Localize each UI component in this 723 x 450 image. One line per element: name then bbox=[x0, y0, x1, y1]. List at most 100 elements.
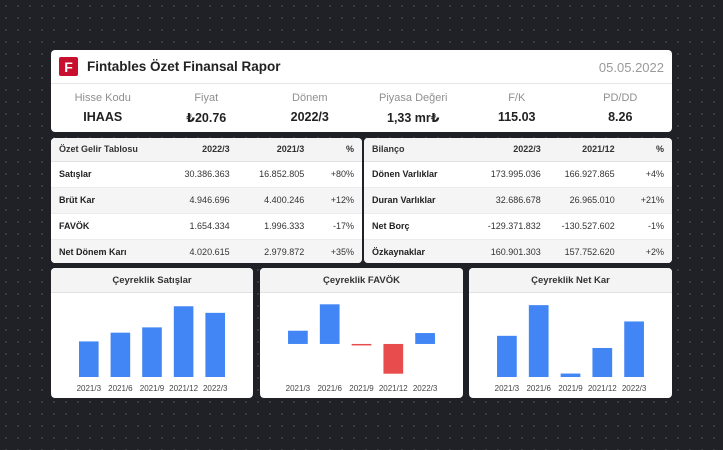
row-value-current: 32.686.678 bbox=[474, 187, 549, 214]
chart-bar bbox=[624, 321, 644, 377]
column-header: Özet Gelir Tablosu bbox=[51, 138, 163, 162]
row-change-percent: -1% bbox=[622, 213, 672, 240]
table-row: Duran Varlıklar 32.686.678 26.965.010 +2… bbox=[364, 187, 672, 214]
row-value-previous: 16.852.805 bbox=[237, 161, 313, 188]
table-row: Net Dönem Karı 4.020.615 2.979.872 +35% bbox=[51, 239, 362, 263]
chart-bar bbox=[79, 341, 99, 377]
column-header: 2021/12 bbox=[548, 138, 623, 162]
metric-value: 8.26 bbox=[608, 110, 633, 124]
quarterly-sales-chart: 2021/3 2021/6 2021/9 2021/12 2022/3 bbox=[77, 306, 228, 393]
table-header-row: Bilanço 2022/3 2021/12 % bbox=[364, 138, 672, 162]
row-label: Net Dönem Karı bbox=[51, 239, 163, 263]
row-change-percent: -17% bbox=[312, 213, 362, 240]
x-tick-label: 2021/3 bbox=[495, 384, 520, 393]
balance-sheet-card: Bilanço 2022/3 2021/12 % Dönen Varlıklar… bbox=[364, 138, 672, 263]
quarterly-sales-chart-card: Çeyreklik Satışlar 2021/3 2021/6 2021/9 202… bbox=[51, 268, 253, 398]
chart-bar bbox=[319, 304, 340, 344]
column-header: 2021/3 bbox=[237, 138, 313, 162]
row-value-previous: -130.527.602 bbox=[548, 213, 623, 240]
metric-market-cap: Piyasa Değeri 1,33 mr₺ bbox=[362, 92, 466, 125]
x-tick-label: 2021/6 bbox=[108, 384, 133, 393]
chart-bar bbox=[592, 347, 613, 377]
row-value-current: -129.371.832 bbox=[474, 213, 549, 240]
x-tick-label: 2022/3 bbox=[203, 384, 228, 393]
chart-title: Çeyreklik FAVÖK bbox=[260, 268, 463, 293]
column-header: Bilanço bbox=[364, 138, 475, 162]
x-tick-label: 2021/9 bbox=[558, 384, 583, 393]
chart-bar bbox=[351, 343, 372, 346]
x-tick-label: 2021/6 bbox=[317, 384, 342, 393]
fintables-logo-icon: F bbox=[59, 57, 78, 76]
column-header: 2022/3 bbox=[474, 138, 549, 162]
quarterly-favok-chart-card: Çeyreklik FAVÖK 2021/3 2021/6 2021/9 2021/1… bbox=[260, 268, 463, 398]
row-label: Satışlar bbox=[51, 161, 163, 188]
metric-label: F/K bbox=[508, 92, 526, 104]
key-metrics: Hisse Kodu IHAAS Fiyat ₺20.76 Dönem 2022… bbox=[51, 84, 672, 125]
balance-sheet-table: Bilanço 2022/3 2021/12 % Dönen Varlıklar… bbox=[364, 138, 672, 263]
x-tick-label: 2021/12 bbox=[379, 384, 408, 393]
row-label: Brüt Kar bbox=[51, 187, 163, 214]
table-row: Brüt Kar 4.946.696 4.400.246 +12% bbox=[51, 187, 362, 214]
x-tick-label: 2022/3 bbox=[413, 384, 438, 393]
chart-title: Çeyreklik Satışlar bbox=[51, 268, 253, 293]
metric-pb: PD/DD 8.26 bbox=[569, 92, 673, 125]
income-statement-table: Özet Gelir Tablosu 2022/3 2021/3 % Satış… bbox=[51, 138, 362, 263]
row-label: Dönen Varlıklar bbox=[364, 161, 475, 188]
row-label: Net Borç bbox=[364, 213, 475, 240]
header-bar: F Fintables Özet Finansal Rapor 05.05.20… bbox=[51, 50, 672, 84]
row-change-percent: +35% bbox=[312, 239, 362, 263]
row-value-previous: 2.979.872 bbox=[237, 239, 313, 263]
row-value-previous: 26.965.010 bbox=[548, 187, 623, 214]
report-date: 05.05.2022 bbox=[598, 60, 664, 75]
column-header: % bbox=[622, 138, 672, 162]
table-row: Özkaynaklar 160.901.303 157.752.620 +2% bbox=[364, 239, 672, 263]
chart-bar bbox=[288, 330, 308, 344]
chart-bar bbox=[173, 306, 194, 377]
row-change-percent: +2% bbox=[622, 239, 672, 263]
column-header: % bbox=[312, 138, 362, 162]
metric-value: 115.03 bbox=[497, 110, 536, 124]
metric-value: 2022/3 bbox=[290, 110, 329, 124]
column-header: 2022/3 bbox=[162, 138, 238, 162]
chart-bar bbox=[383, 343, 404, 374]
row-value-current: 30.386.363 bbox=[162, 161, 238, 188]
table-row: Satışlar 30.386.363 16.852.805 +80% bbox=[51, 161, 362, 188]
metric-label: Hisse Kodu bbox=[74, 92, 131, 104]
metric-label: Fiyat bbox=[194, 92, 219, 104]
x-tick-label: 2021/12 bbox=[169, 384, 198, 393]
chart-bar bbox=[205, 312, 225, 377]
row-value-current: 160.901.303 bbox=[474, 239, 549, 263]
table-row: Net Borç -129.371.832 -130.527.602 -1% bbox=[364, 213, 672, 240]
row-change-percent: +12% bbox=[312, 187, 362, 214]
row-value-previous: 4.400.246 bbox=[237, 187, 313, 214]
metric-period: Dönem 2022/3 bbox=[258, 92, 362, 125]
table-row: Dönen Varlıklar 173.995.036 166.927.865 … bbox=[364, 161, 672, 188]
x-tick-label: 2022/3 bbox=[622, 384, 647, 393]
income-statement-card: Özet Gelir Tablosu 2022/3 2021/3 % Satış… bbox=[51, 138, 362, 263]
metric-value: IHAAS bbox=[83, 110, 123, 124]
chart-bar bbox=[110, 332, 131, 377]
metric-label: PD/DD bbox=[603, 92, 638, 104]
x-tick-label: 2021/6 bbox=[526, 384, 551, 393]
report-title: Fintables Özet Finansal Rapor bbox=[87, 59, 281, 74]
metric-pe: F/K 115.03 bbox=[465, 92, 569, 125]
quarterly-net-profit-chart: 2021/3 2021/6 2021/9 2021/12 2022/3 bbox=[495, 305, 647, 393]
row-label: FAVÖK bbox=[51, 213, 163, 240]
chart-bar bbox=[415, 333, 435, 344]
row-change-percent: +80% bbox=[312, 161, 362, 188]
row-value-current: 173.995.036 bbox=[474, 161, 549, 188]
x-tick-label: 2021/3 bbox=[286, 384, 311, 393]
metric-label: Dönem bbox=[292, 92, 328, 104]
metric-value: ₺20.76 bbox=[186, 111, 227, 125]
x-tick-label: 2021/9 bbox=[140, 384, 165, 393]
quarterly-net-profit-chart-card: Çeyreklik Net Kar 2021/3 2021/6 2021/9 2021… bbox=[469, 268, 672, 398]
metric-stock-code: Hisse Kodu IHAAS bbox=[51, 92, 155, 125]
table-header-row: Özet Gelir Tablosu 2022/3 2021/3 % bbox=[51, 138, 362, 162]
table-row: FAVÖK 1.654.334 1.996.333 -17% bbox=[51, 213, 362, 240]
metric-price: Fiyat ₺20.76 bbox=[155, 92, 259, 125]
chart-bar bbox=[142, 327, 162, 377]
x-tick-label: 2021/12 bbox=[588, 384, 617, 393]
metric-value: 1,33 mr₺ bbox=[387, 111, 440, 125]
summary-header-card: F Fintables Özet Finansal Rapor 05.05.20… bbox=[51, 50, 672, 132]
row-label: Duran Varlıklar bbox=[364, 187, 475, 214]
